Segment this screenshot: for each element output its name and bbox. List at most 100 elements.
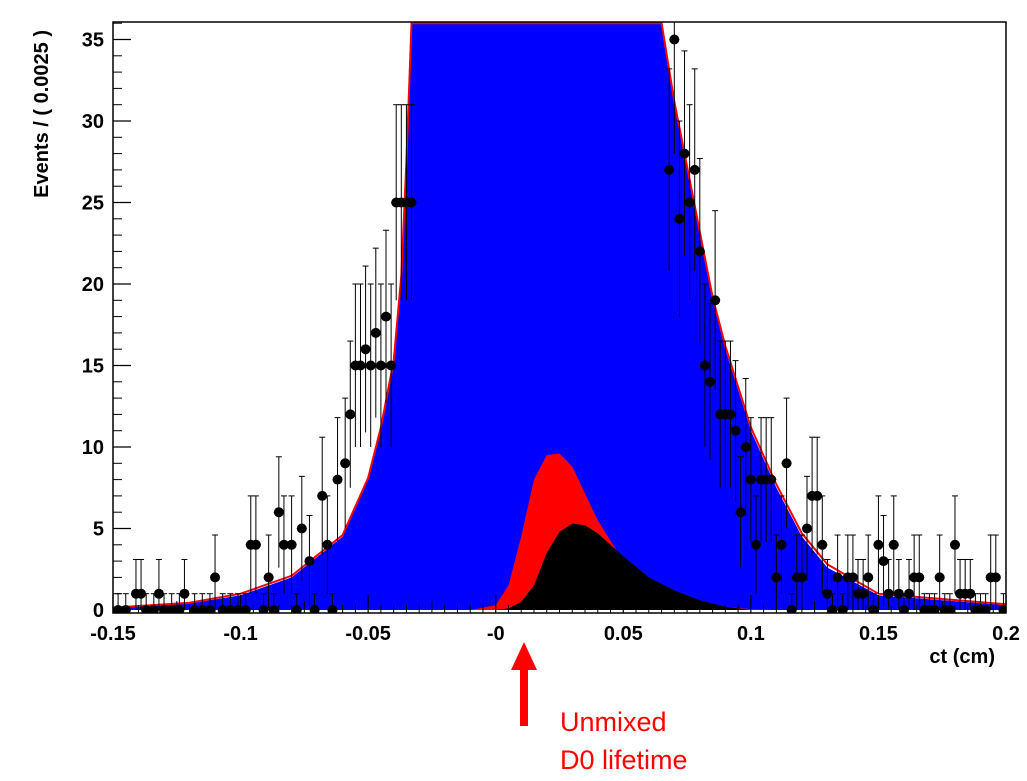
y-tick-label: 15	[82, 356, 104, 378]
data-point	[679, 50, 690, 257]
data-marker	[847, 572, 858, 583]
data-marker	[868, 605, 879, 613]
y-tick-label: 20	[82, 274, 104, 296]
data-marker	[317, 490, 328, 501]
y-tick-label: 0	[93, 600, 104, 622]
data-marker	[888, 539, 899, 550]
data-point	[332, 417, 343, 542]
data-marker	[863, 572, 874, 583]
data-marker	[801, 523, 812, 534]
component-area-2	[113, 23, 1006, 610]
data-marker	[406, 197, 417, 208]
data-marker	[934, 572, 945, 583]
data-marker	[179, 588, 190, 599]
data-point	[375, 283, 386, 447]
data-marker	[113, 605, 124, 613]
data-point	[904, 558, 915, 610]
data-point	[263, 534, 274, 610]
data-marker	[332, 474, 343, 485]
data-marker	[750, 539, 761, 550]
data-marker	[904, 588, 915, 599]
data-marker	[689, 164, 700, 175]
data-marker	[858, 588, 869, 599]
data-marker	[322, 539, 333, 550]
data-point	[240, 593, 251, 613]
data-marker	[296, 523, 307, 534]
data-marker	[827, 605, 838, 613]
data-point	[291, 593, 302, 613]
y-axis-ticks: 0 5 10 15 20 25 30 35	[82, 22, 131, 622]
data-point	[365, 283, 376, 447]
x-tick-label: 0.2	[992, 623, 1020, 645]
y-tick-label: 30	[82, 111, 104, 133]
data-marker	[286, 539, 297, 550]
data-marker	[710, 295, 721, 306]
data-marker	[990, 572, 1001, 583]
data-marker	[153, 588, 164, 599]
y-tick-label: 10	[82, 437, 104, 459]
data-point	[725, 340, 736, 488]
data-marker	[304, 556, 315, 567]
data-point	[944, 593, 955, 613]
data-point	[929, 593, 940, 613]
data-point	[858, 558, 869, 610]
data-marker	[929, 605, 940, 613]
data-marker	[694, 246, 705, 257]
data-point	[689, 68, 700, 271]
data-point	[286, 495, 297, 594]
annotation-arrow	[511, 642, 537, 726]
data-marker	[893, 588, 904, 599]
data-point	[832, 534, 843, 610]
data-marker	[817, 539, 828, 550]
data-marker	[345, 409, 356, 420]
data-point	[883, 558, 894, 610]
data-marker	[250, 539, 261, 550]
data-marker	[705, 376, 716, 387]
data-marker	[386, 360, 397, 371]
data-point	[740, 378, 751, 516]
data-point	[204, 593, 215, 613]
data-marker	[210, 572, 221, 583]
data-marker	[998, 605, 1006, 613]
data-marker	[781, 458, 792, 469]
data-point	[273, 456, 284, 568]
data-point	[868, 593, 879, 613]
x-axis-title: ct (cm)	[929, 646, 995, 668]
data-marker	[375, 360, 386, 371]
data-marker	[664, 164, 675, 175]
data-marker	[136, 588, 147, 599]
data-point	[735, 456, 746, 568]
data-point	[750, 495, 761, 594]
data-marker	[812, 490, 823, 501]
data-point	[664, 68, 675, 271]
data-point	[386, 283, 397, 447]
data-point	[934, 534, 945, 610]
data-point	[179, 558, 190, 610]
data-point	[781, 397, 792, 529]
data-point	[985, 534, 996, 610]
data-point	[776, 495, 787, 594]
data-point	[340, 397, 351, 529]
data-point	[705, 303, 716, 461]
data-marker	[370, 327, 381, 338]
data-marker	[944, 605, 955, 613]
data-marker	[725, 409, 736, 420]
data-marker	[796, 572, 807, 583]
data-point	[699, 283, 710, 447]
data-marker	[166, 605, 177, 613]
data-point	[745, 417, 756, 542]
x-tick-label: -0.05	[345, 623, 391, 645]
data-point	[136, 558, 147, 610]
data-point	[817, 495, 828, 594]
arrow-head	[511, 642, 537, 670]
data-point	[355, 283, 366, 447]
data-marker	[189, 605, 200, 613]
data-marker	[381, 311, 392, 322]
data-marker	[204, 605, 215, 613]
x-tick-label: 0.05	[604, 623, 643, 645]
data-marker	[980, 605, 991, 613]
data-point	[878, 514, 889, 607]
data-marker	[679, 148, 690, 159]
data-marker	[355, 360, 366, 371]
data-marker	[669, 34, 680, 45]
